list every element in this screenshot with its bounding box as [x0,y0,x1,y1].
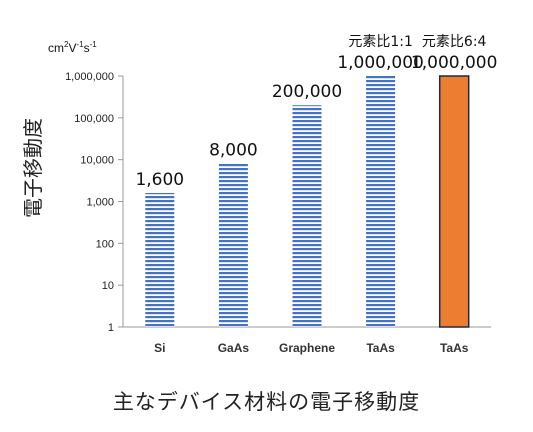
ratio-label: 元素比6:4 [422,34,487,50]
data-label: 200,000 [272,82,342,102]
ratio-label: 元素比1:1 [348,34,413,50]
y-tick-label: 10 [102,280,114,292]
y-tick-label: 100 [96,238,114,250]
y-tick-label: 1,000 [86,197,114,209]
bar-taas-6-4 [438,75,470,328]
bar-si [145,192,175,327]
x-category-label: Si [154,341,165,355]
y-tick-label: 10,000 [80,155,114,167]
data-label: 8,000 [209,141,258,161]
data-label: 1,000,000 [411,53,498,73]
figure-caption: 主なデバイス材料の電子移動度 [112,390,421,414]
x-category-label: Graphene [279,341,335,355]
mobility-bar-chart: cm2V-1s-1 電子移動度 1 10 100 1,000 10,000 100,000… [21,34,497,355]
data-label: 1,000,000 [337,53,424,73]
x-category-label: TaAs [366,341,395,355]
y-tick-label: 1,000,000 [65,71,114,83]
x-category-label: GaAs [218,341,250,355]
bars [145,75,470,328]
labels: Si 1,600 GaAs 8,000 Graphene 200,000 TaAs 1,000… [135,34,497,355]
unit-label: cm2V-1s-1 [48,40,97,55]
axes: 1 10 100 1,000 10,000 100,000 1,000,000 [65,71,491,334]
y-tick-label: 100,000 [74,113,114,125]
y-axis-label: 電子移動度 [21,118,45,218]
bar-taas-1-1 [366,76,396,327]
data-label: 1,600 [135,170,184,190]
bar-graphene [292,105,322,328]
x-category-label: TaAs [440,341,469,355]
bar-gaas [218,163,248,327]
y-tick-label: 1 [108,322,114,334]
